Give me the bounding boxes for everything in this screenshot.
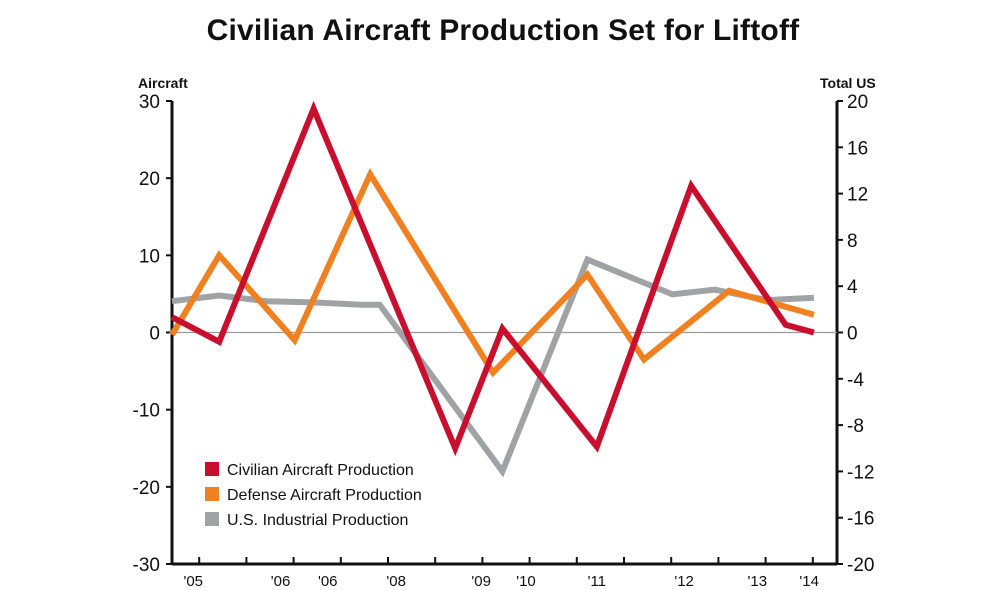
right-tick-label: 4 [847,277,858,298]
legend: Civilian Aircraft Production Defense Airc… [205,462,422,529]
legend-label: Defense Aircraft Production [227,487,422,504]
left-tick-label: 0 [149,324,160,345]
series-line-u-s-industrial-production [171,255,815,478]
legend-swatch [205,487,219,501]
left-tick-label: -30 [133,555,160,576]
right-tick-label: 20 [847,92,868,113]
legend-label: Civilian Aircraft Production [227,462,414,479]
legend-swatch [205,512,219,526]
x-tick-label: '11 [588,573,606,590]
left-axis-title: Aircraft [138,75,188,91]
x-tick-label: '13 [747,573,767,590]
right-tick-label: 12 [847,185,868,206]
x-tick-label: '09 [471,573,491,590]
x-tick-label: '12 [674,573,694,590]
axes-layer: 30 20 10 0 -10 -20 -30 20 16 12 8 4 0 -4 -8 -12 -16 -20 Ai… [133,75,876,590]
legend-label: U.S. Industrial Production [227,512,408,529]
left-tick-label: 30 [139,92,160,113]
x-tick-label: '06 [318,573,338,590]
right-tick-label: 16 [847,138,868,159]
left-tick-label: 20 [139,169,160,190]
series-line-defense-aircraft-production [169,167,815,378]
right-tick-label: -12 [847,462,874,483]
left-tick-label: 10 [139,246,160,267]
right-tick-label: -4 [847,370,864,391]
right-tick-label: -16 [847,509,874,530]
chart-title: Civilian Aircraft Production Set for Lif… [206,14,800,47]
left-tick-label: -10 [133,401,160,422]
right-tick-label: -20 [847,555,874,576]
x-tick-label: '10 [516,573,536,590]
right-axis-title: Total US [820,75,876,91]
series-line-civilian-aircraft-production [170,100,815,457]
left-tick-label: -20 [133,478,160,499]
x-tick-label: '06 [271,573,291,590]
x-tick-label: '05 [183,573,203,590]
right-tick-label: -8 [847,416,864,437]
x-tick-label: '08 [386,573,406,590]
right-tick-label: 0 [847,324,858,345]
x-tick-label: '14 [799,573,819,590]
right-tick-label: 8 [847,231,858,252]
legend-swatch [205,462,219,476]
series-layer [169,100,815,478]
